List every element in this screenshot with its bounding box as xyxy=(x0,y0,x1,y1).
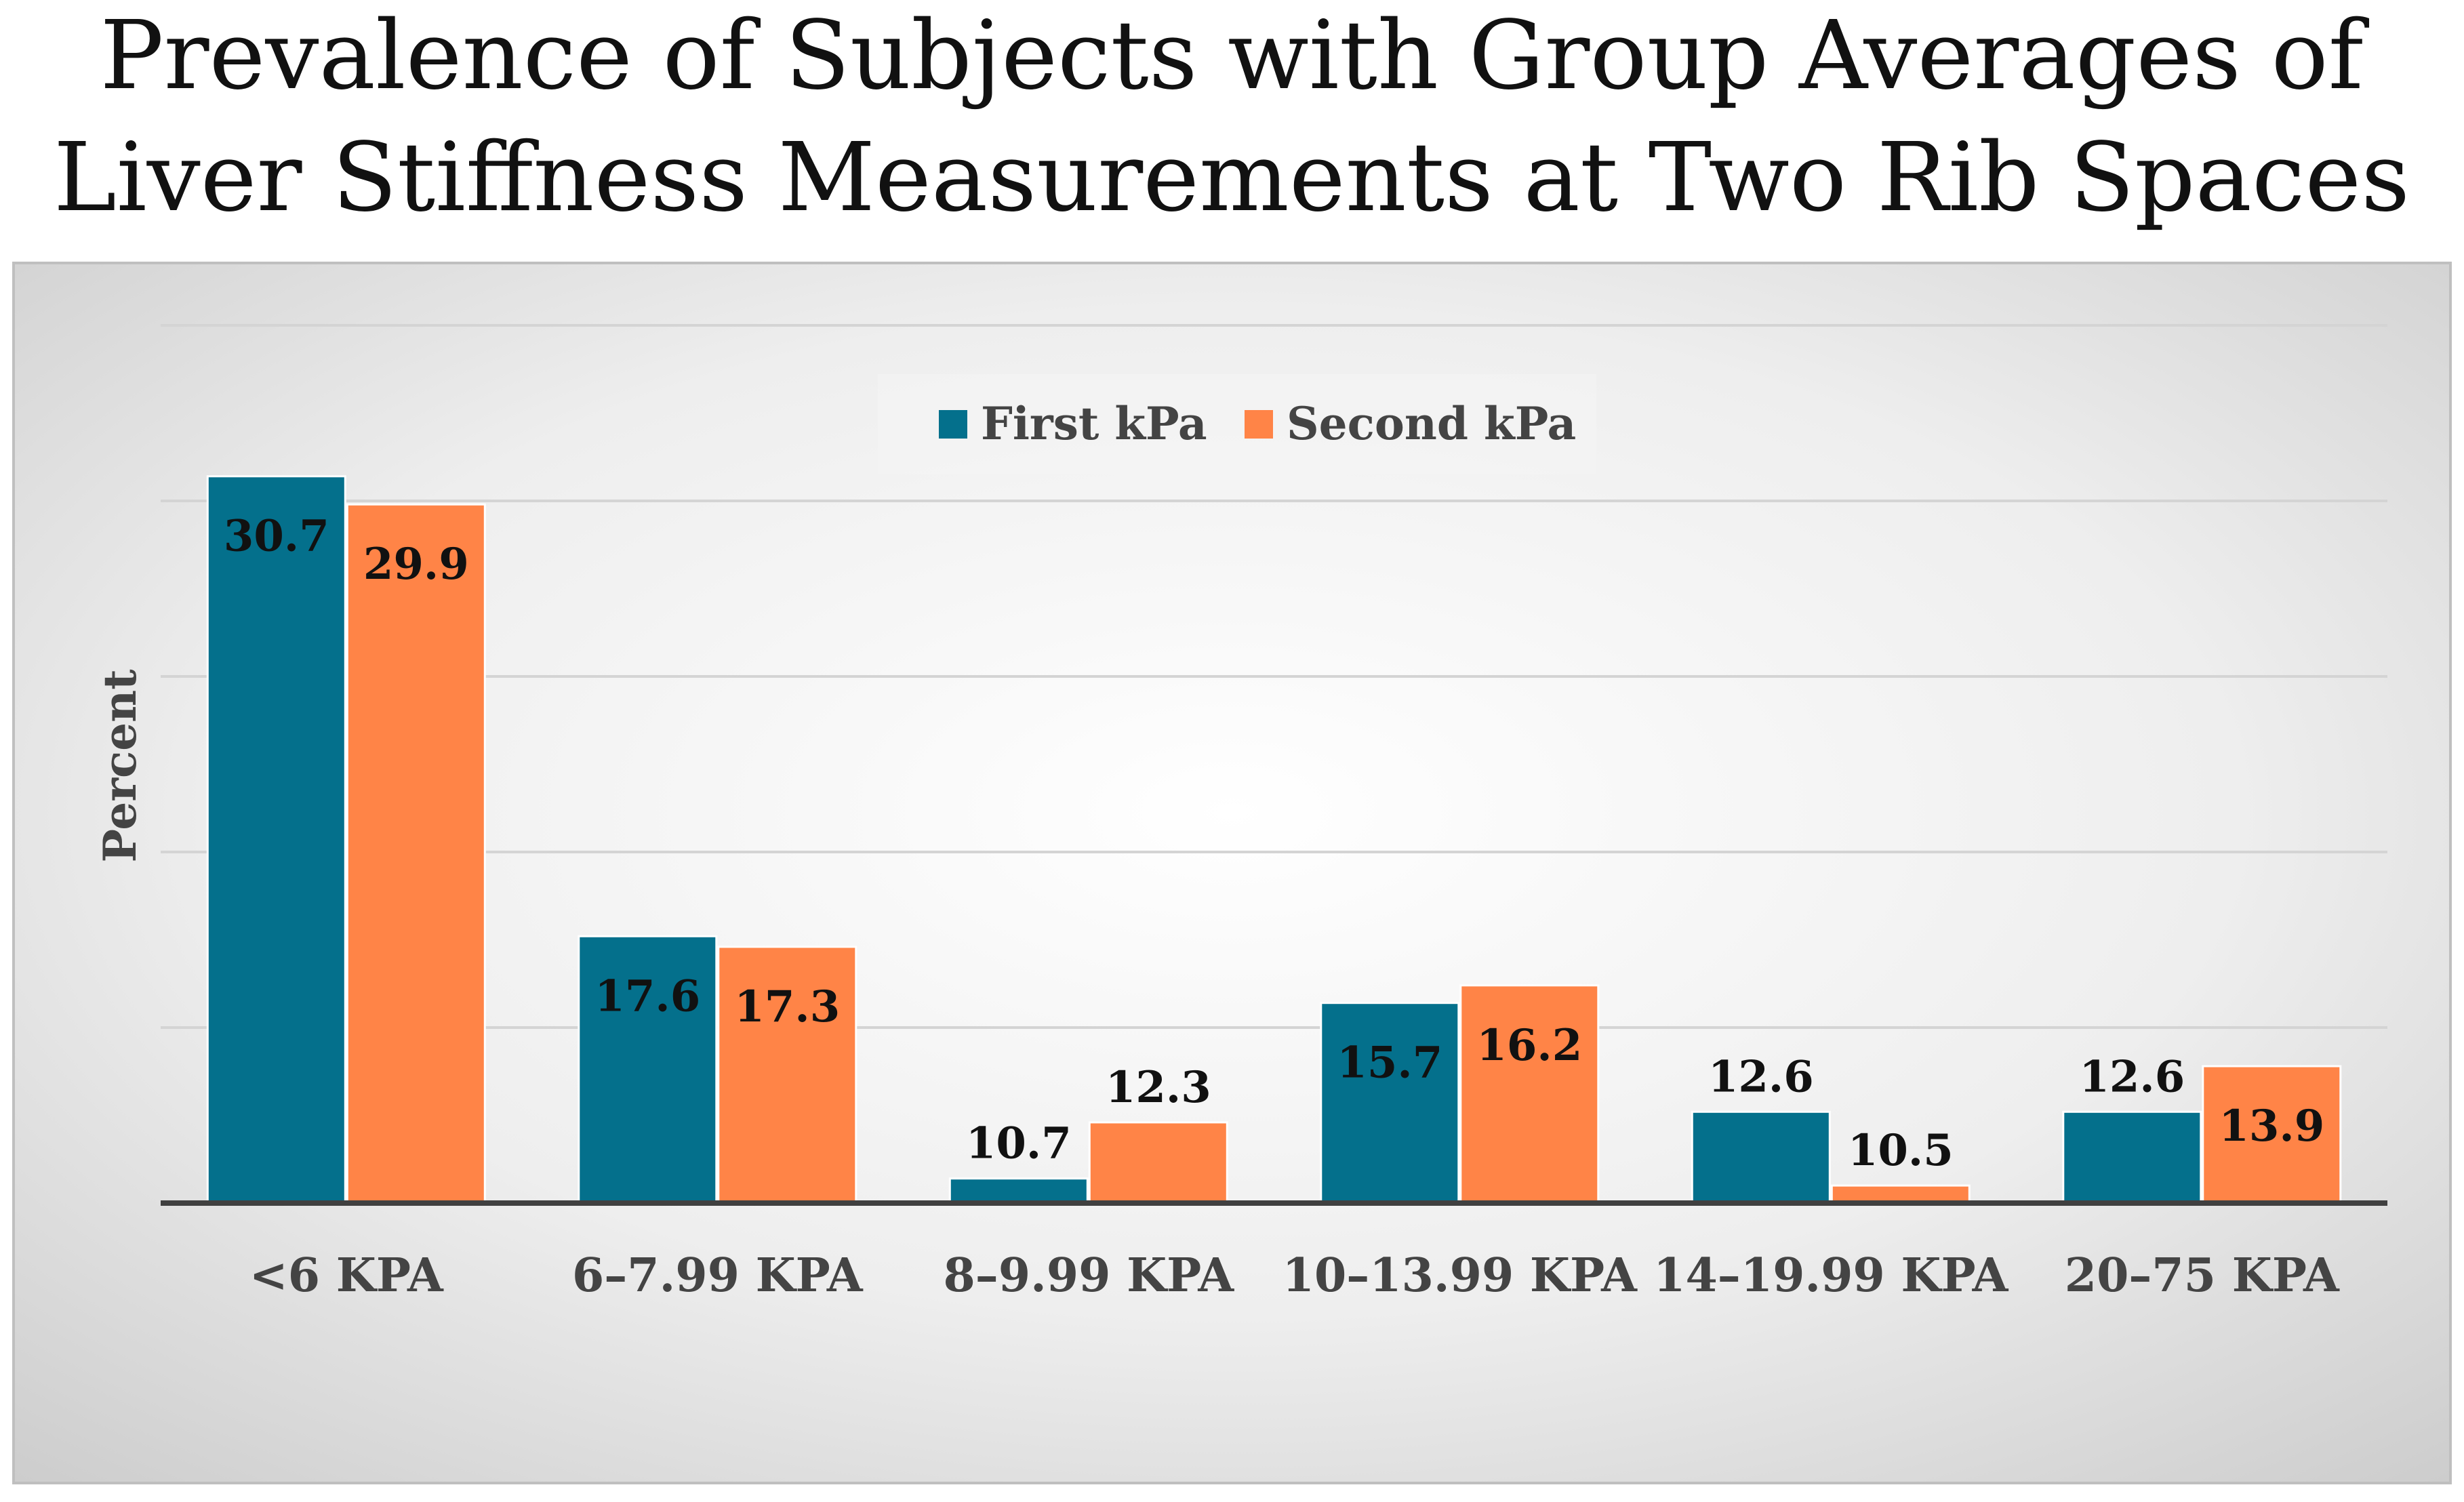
x-tick-label: 10–13.99 KPA xyxy=(1283,1249,1638,1303)
bars xyxy=(206,475,2342,1204)
chart-title-line-2: Liver Stiffness Measurements at Two Rib … xyxy=(54,123,2410,233)
category-labels: <6 KPA 6–7.99 KPA 8–9.99 KPA 10–13.99 KPA 14… xyxy=(249,1249,2340,1303)
x-tick-label: 14–19.99 KPA xyxy=(1653,1249,2009,1303)
x-tick-label: 8–9.99 KPA xyxy=(943,1249,1234,1303)
data-label-second-2: 12.3 xyxy=(1106,1062,1211,1113)
data-label-first-0: 30.7 xyxy=(224,511,329,562)
legend-label-first: First kPa xyxy=(981,397,1207,450)
bar-second-0 xyxy=(346,503,486,1204)
x-tick-label: 6–7.99 KPA xyxy=(572,1249,864,1303)
chart-title: Prevalence of Subjects with Group Averag… xyxy=(54,1,2410,233)
legend-swatch-second xyxy=(1245,410,1273,439)
data-labels: 30.7 29.9 17.6 17.3 10.7 12.3 15.7 16.2 12.6 10.5… xyxy=(224,511,2324,1176)
legend-label-second: Second kPa xyxy=(1287,397,1576,450)
data-label-second-3: 16.2 xyxy=(1476,1020,1582,1071)
data-label-second-5: 13.9 xyxy=(2219,1101,2324,1152)
chart-title-line-1: Prevalence of Subjects with Group Averag… xyxy=(100,1,2369,111)
bar-first-5 xyxy=(2062,1110,2202,1204)
data-label-first-2: 10.7 xyxy=(966,1118,1072,1169)
data-label-first-3: 15.7 xyxy=(1337,1038,1442,1089)
data-label-second-0: 29.9 xyxy=(363,539,469,590)
data-label-first-5: 12.6 xyxy=(2079,1051,2185,1102)
bar-first-0 xyxy=(206,475,346,1204)
bar-first-3 xyxy=(1320,1002,1460,1204)
legend-swatch-first xyxy=(939,410,967,439)
bar-first-1 xyxy=(578,935,718,1204)
bar-first-4 xyxy=(1691,1110,1831,1204)
x-tick-label: 20–75 KPA xyxy=(2065,1249,2340,1303)
bar-second-1 xyxy=(717,946,857,1204)
gridlines xyxy=(161,324,2387,1029)
data-label-first-1: 17.6 xyxy=(594,971,700,1021)
y-axis-title: Percent xyxy=(94,669,146,863)
data-label-first-4: 12.6 xyxy=(1708,1051,1814,1102)
legend: First kPa Second kPa xyxy=(878,374,1596,474)
x-tick-label: <6 KPA xyxy=(249,1249,444,1303)
bar-first-2 xyxy=(948,1177,1089,1204)
bar-second-2 xyxy=(1088,1121,1228,1204)
data-label-second-4: 10.5 xyxy=(1848,1125,1954,1176)
bar-second-3 xyxy=(1459,984,1600,1204)
data-label-second-1: 17.3 xyxy=(734,981,840,1032)
legend-background xyxy=(878,374,1596,474)
